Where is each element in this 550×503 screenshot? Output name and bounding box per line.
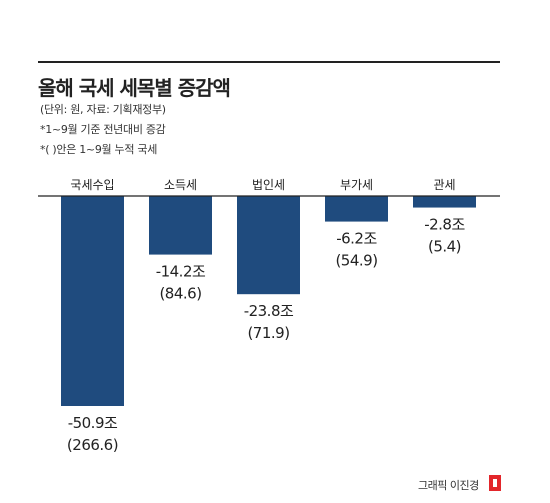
unit-note: (단위: 원, 자료: 기획재정부) — [40, 103, 166, 116]
period-note: *1~9월 기준 전년대비 증감 — [40, 123, 166, 136]
value-label: -6.2조 — [336, 230, 377, 248]
cumulative-label: (84.6) — [159, 285, 201, 303]
category-label: 국세수입 — [70, 178, 114, 192]
chart-title: 올해 국세 세목별 증감액 — [38, 76, 231, 100]
category-label: 법인세 — [252, 178, 285, 192]
graphic-credit: 그래픽 이진경 — [418, 479, 479, 492]
asiae-logo-icon — [489, 475, 501, 491]
bar — [149, 196, 212, 255]
cumulative-label: (71.9) — [247, 324, 289, 342]
bar — [325, 196, 388, 222]
cumulative-label: (54.9) — [335, 252, 377, 270]
cumulative-label: (5.4) — [428, 238, 461, 256]
cumulative-note: *( )안은 1~9월 누적 국세 — [40, 143, 158, 156]
value-label: -50.9조 — [68, 414, 118, 432]
value-label: -14.2조 — [156, 263, 206, 281]
bar — [413, 196, 476, 208]
bar — [237, 196, 300, 295]
category-label: 부가세 — [340, 178, 373, 192]
value-label: -23.8조 — [244, 302, 294, 320]
category-label: 관세 — [433, 178, 455, 192]
bar — [61, 196, 124, 406]
top-rule — [38, 61, 500, 63]
category-label: 소득세 — [164, 178, 197, 192]
cumulative-label: (266.6) — [67, 436, 118, 454]
value-label: -2.8조 — [424, 216, 465, 234]
